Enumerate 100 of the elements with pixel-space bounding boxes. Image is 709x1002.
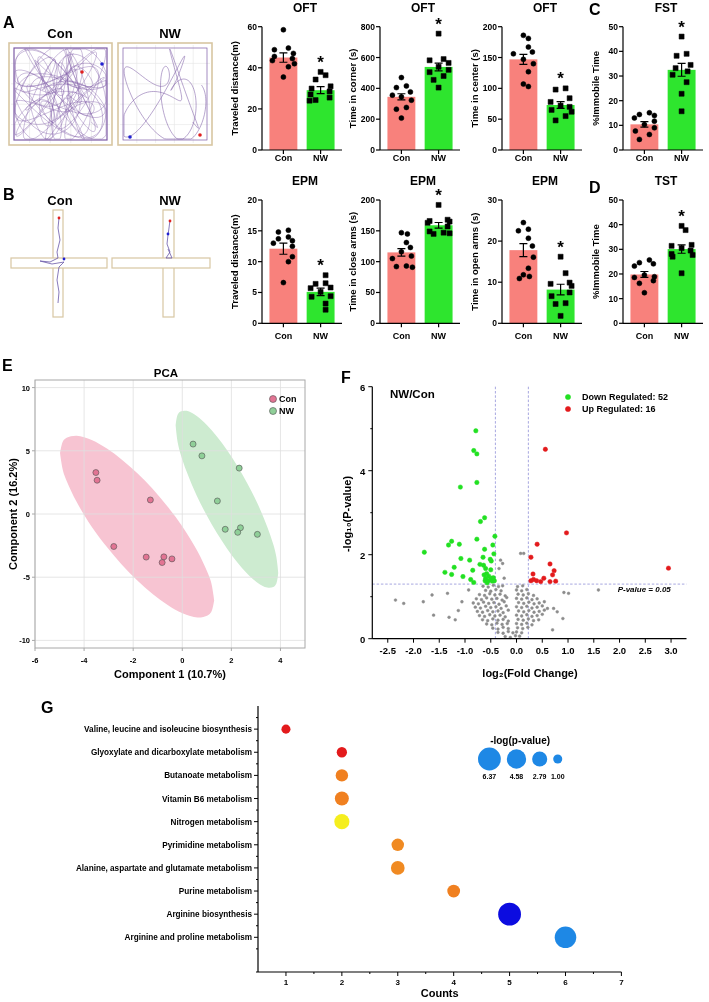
text: F xyxy=(341,369,351,386)
y-tick-label: 30 xyxy=(608,71,619,82)
x-tick-label: 3.0 xyxy=(664,644,678,656)
text: Con xyxy=(47,193,73,208)
x-tick-label: NW xyxy=(313,330,329,341)
y-tick-label: 50 xyxy=(365,287,376,298)
chart-title: EPM xyxy=(291,173,319,188)
y-tick-label: 150 xyxy=(482,52,498,63)
legend-label: Con xyxy=(279,394,297,404)
x-tick-label: Con xyxy=(514,152,533,163)
x-tick-label: NW xyxy=(431,152,447,163)
chart-title: TST xyxy=(654,173,678,188)
y-tick-label: Nitrogen metabolism xyxy=(170,817,252,827)
y-axis-title: Traveled distance(m) xyxy=(228,41,240,136)
chart-title: OFT xyxy=(533,0,558,15)
x-tick-label: NW xyxy=(674,330,690,341)
y-tick-label: 0 xyxy=(370,145,376,155)
y-tick-label: 100 xyxy=(482,83,498,94)
y-tick-label: 20 xyxy=(608,268,619,279)
y-tick-label: Arginine biosynthesis xyxy=(166,909,253,919)
y-tick-label: Vitamin B6 metabolism xyxy=(162,794,252,804)
text: E xyxy=(2,357,13,374)
y-axis-title: Time in open arms (s) xyxy=(468,212,480,311)
y-tick-label: 0 xyxy=(613,145,619,155)
text: A xyxy=(3,14,15,31)
y-tick-label: 100 xyxy=(360,256,376,267)
y-tick-label: Butanoate metabolism xyxy=(164,770,252,780)
annotation: * xyxy=(317,52,325,72)
x-tick-label: 6 xyxy=(563,978,569,987)
y-tick-label: 0 xyxy=(252,145,258,155)
x-tick-label: 1.0 xyxy=(561,644,575,656)
chart-title: EPM xyxy=(531,173,559,188)
y-tick-label: Alanine, aspartate and glutamate metabolism xyxy=(75,863,252,873)
x-axis-title: Counts xyxy=(420,987,459,999)
y-tick-label: 0 xyxy=(360,633,366,645)
x-tick-label: -1.5 xyxy=(431,644,449,656)
x-tick-label: NW xyxy=(313,152,329,163)
x-tick-label: Con xyxy=(274,152,293,163)
y-tick-label: Glyoxylate and dicarboxylate metabolism xyxy=(90,747,252,757)
text: NW xyxy=(159,193,182,208)
x-tick-label: Con xyxy=(635,152,654,163)
x-tick-label: 7 xyxy=(619,978,625,987)
y-tick-label: 0 xyxy=(492,145,498,155)
x-tick-label: 2.0 xyxy=(612,644,627,656)
y-tick-label: 10 xyxy=(608,293,619,304)
x-tick-label: 0.5 xyxy=(535,644,550,656)
x-axis-title: Component 1 (10.7%) xyxy=(114,668,227,680)
x-tick-label: Con xyxy=(274,330,293,341)
legend-label: Down Regulated: 52 xyxy=(582,392,669,402)
y-tick-label: 0 xyxy=(492,318,498,329)
text: G xyxy=(41,699,54,716)
chart-title: FST xyxy=(654,0,678,15)
annotation: * xyxy=(317,256,325,276)
y-tick-label: Purine metabolism xyxy=(178,886,252,896)
x-tick-label: -1.0 xyxy=(456,644,474,656)
x-tick-label: -2.0 xyxy=(405,644,422,656)
x-tick-label: -0.5 xyxy=(482,644,500,656)
y-tick-label: 800 xyxy=(360,21,376,32)
y-tick-label: 40 xyxy=(608,219,619,230)
y-tick-label: 50 xyxy=(608,195,619,205)
y-axis-title: Time in corner (s) xyxy=(346,48,358,129)
y-tick-label: 10 xyxy=(247,256,258,267)
x-tick-label: Con xyxy=(514,330,533,341)
y-tick-label: 30 xyxy=(608,244,619,255)
annotation: * xyxy=(557,69,565,89)
annotation: * xyxy=(435,14,443,34)
y-tick-label: 2 xyxy=(360,549,366,561)
x-tick-label: 4 xyxy=(451,978,457,987)
x-tick-label: 2.5 xyxy=(638,644,653,656)
x-axis-title: log₂(Fold Change) xyxy=(482,667,578,679)
x-tick-label: 2 xyxy=(339,978,345,987)
text: D xyxy=(589,179,601,196)
x-tick-label: -2.5 xyxy=(379,644,397,656)
y-tick-label: Valine, leucine and isoleucine biosynthesis xyxy=(84,724,253,734)
y-tick-label: 0 xyxy=(252,318,258,329)
x-tick-label: NW xyxy=(674,152,690,163)
y-tick-label: 150 xyxy=(360,225,376,236)
x-tick-label: NW xyxy=(553,152,569,163)
y-tick-label: 20 xyxy=(487,236,498,247)
y-tick-label: 40 xyxy=(247,62,258,73)
y-axis-title: Traveled distance(m) xyxy=(228,214,240,309)
text: C xyxy=(589,1,601,18)
y-tick-label: 60 xyxy=(247,21,258,32)
text: B xyxy=(3,186,15,203)
x-tick-label: 1 xyxy=(283,978,289,987)
y-tick-label: 20 xyxy=(608,95,619,106)
text: Con xyxy=(47,26,73,41)
y-tick-label: 4 xyxy=(360,465,366,477)
y-tick-label: 10 xyxy=(608,120,619,131)
y-tick-label: 200 xyxy=(360,195,376,205)
y-axis-title: %Immobile Time xyxy=(589,50,601,126)
y-tick-label: 200 xyxy=(482,21,498,32)
legend-label: NW xyxy=(279,406,295,416)
legend-title: -log(p-value) xyxy=(490,735,551,746)
y-tick-label: 5 xyxy=(252,287,258,298)
x-tick-label: Con xyxy=(635,330,654,341)
x-tick-label: NW xyxy=(553,330,569,341)
annotation: * xyxy=(678,17,686,37)
y-axis-title: -log₁₀(P-value) xyxy=(341,475,353,553)
y-tick-label: 15 xyxy=(247,225,258,236)
